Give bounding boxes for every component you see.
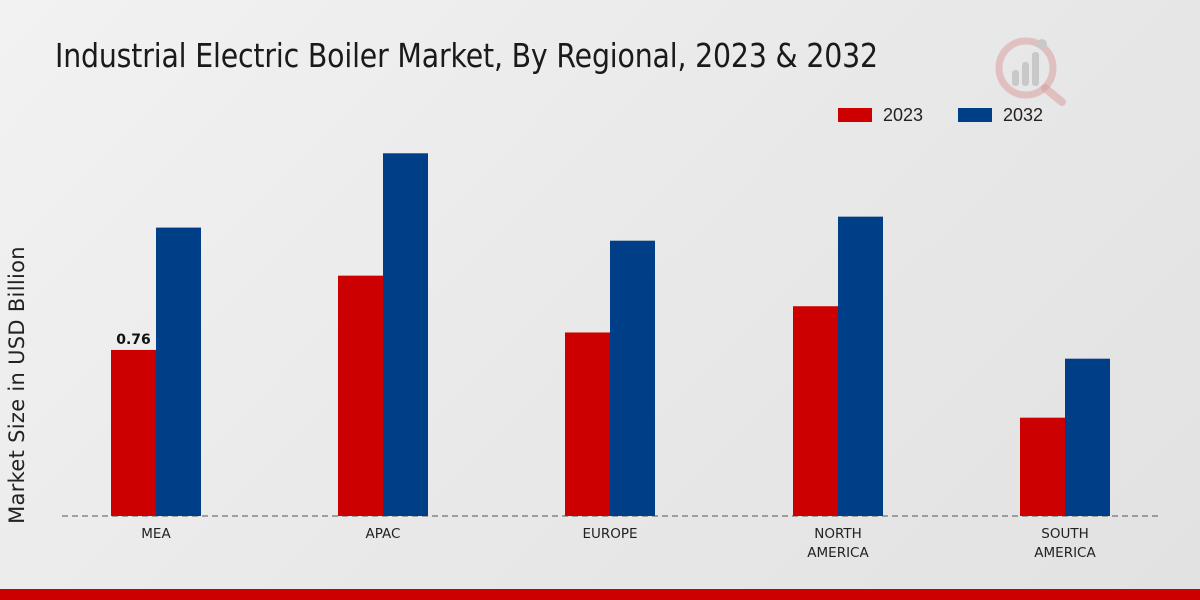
x-tick-label-4: SOUTH AMERICA (1034, 526, 1096, 561)
bar-2032-0 (156, 227, 201, 516)
legend-swatch-2023 (838, 108, 872, 122)
bar-2032-1 (383, 153, 428, 517)
x-tick-label-2: EUROPE (582, 526, 637, 542)
legend-item-2032: 2032 (958, 104, 1043, 126)
x-tick-label-3: NORTH AMERICA (807, 526, 869, 561)
x-tick-label-0: MEA (141, 526, 171, 542)
footer-accent-bar (0, 589, 1200, 600)
bar-2023-0 (111, 349, 156, 516)
bar-2023-4 (1020, 417, 1065, 516)
data-label-0: 0.76 (116, 332, 151, 348)
legend-label-2023: 2023 (883, 104, 924, 125)
bar-2032-2 (610, 240, 655, 516)
chart-title: Industrial Electric Boiler Market, By Re… (55, 36, 878, 75)
x-tick-label-1: APAC (366, 526, 401, 542)
legend-label-2032: 2032 (1003, 104, 1044, 125)
bar-2032-3 (838, 216, 883, 516)
brand-logo-icon (995, 37, 1066, 106)
legend-swatch-2032 (958, 108, 992, 122)
bar-2023-2 (565, 332, 610, 516)
legend-item-2023: 2023 (838, 104, 923, 126)
bar-2023-1 (338, 275, 383, 516)
bar-2023-3 (793, 306, 838, 516)
bar-2032-4 (1065, 358, 1110, 516)
